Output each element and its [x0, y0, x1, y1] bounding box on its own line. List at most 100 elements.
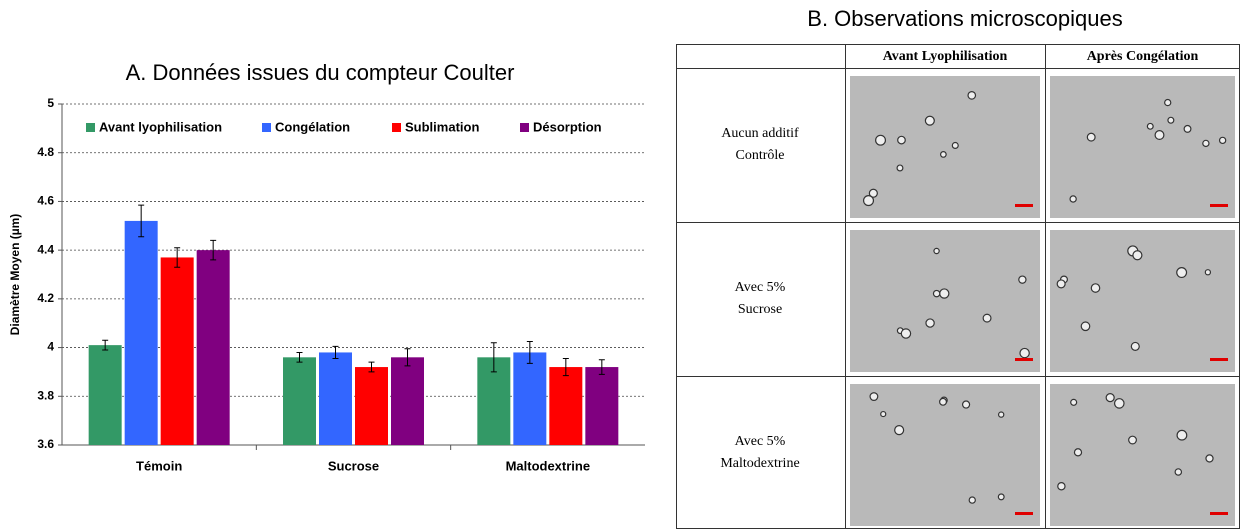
cell — [1081, 322, 1089, 330]
y-tick-label: 4 — [47, 340, 54, 354]
y-tick-label: 4.2 — [37, 291, 54, 305]
cell — [940, 398, 947, 405]
scale-bar — [1210, 512, 1228, 515]
cell — [1131, 342, 1139, 350]
cell — [876, 135, 886, 145]
cell — [925, 116, 934, 125]
cell — [941, 152, 947, 158]
cell — [1203, 140, 1209, 146]
legend-label: Désorption — [533, 119, 602, 134]
chart-title: A. Données issues du compteur Coulter — [126, 60, 515, 85]
y-tick-label: 4.8 — [37, 145, 54, 159]
cell — [897, 165, 903, 171]
bar — [319, 352, 352, 445]
bar — [391, 357, 424, 445]
cell — [1155, 131, 1164, 140]
cell — [1020, 348, 1029, 357]
cell — [1220, 137, 1226, 143]
cell — [870, 393, 878, 401]
cell — [1205, 270, 1210, 275]
cell — [1071, 399, 1077, 405]
scale-bar — [1015, 204, 1033, 207]
cell — [1147, 123, 1153, 129]
scale-bar — [1210, 358, 1228, 361]
row-label: Sucrose — [738, 302, 782, 317]
bar — [89, 345, 122, 445]
cell — [901, 329, 910, 338]
cell — [1165, 100, 1171, 106]
cell — [1184, 126, 1191, 133]
cell — [898, 136, 906, 144]
cell — [969, 497, 975, 503]
micrograph — [850, 230, 1040, 372]
cell — [1206, 455, 1213, 462]
legend-label: Congélation — [275, 119, 350, 134]
micrograph — [850, 384, 1040, 526]
cell — [895, 426, 904, 435]
cell — [926, 319, 934, 327]
micrograph — [850, 76, 1040, 218]
cell — [940, 289, 949, 298]
cell — [1177, 430, 1187, 440]
row-label: Aucun additif — [721, 126, 799, 141]
x-tick-label: Sucrose — [328, 458, 379, 473]
cell — [999, 412, 1004, 417]
cell — [968, 92, 975, 99]
row-label: Maltodextrine — [720, 456, 799, 471]
cell — [881, 412, 886, 417]
y-tick-label: 4.4 — [37, 242, 54, 256]
bar — [549, 367, 582, 445]
table-title: B. Observations microscopiques — [807, 6, 1122, 31]
cell — [1106, 394, 1114, 402]
y-tick-label: 5 — [47, 96, 54, 110]
legend-label: Sublimation — [405, 119, 479, 134]
cell — [1019, 276, 1026, 283]
x-tick-label: Maltodextrine — [506, 458, 591, 473]
legend-swatch — [86, 123, 95, 132]
cell — [1168, 117, 1174, 123]
micrograph — [1050, 230, 1235, 372]
scale-bar — [1015, 512, 1033, 515]
legend-swatch — [262, 123, 271, 132]
cell — [998, 494, 1004, 500]
scale-bar — [1015, 358, 1033, 361]
cell — [934, 248, 939, 253]
figure: A. Données issues du compteur Coulter B.… — [0, 0, 1246, 529]
y-tick-label: 3.6 — [37, 437, 54, 451]
cell — [952, 143, 958, 149]
cell — [1057, 280, 1065, 288]
cell — [1074, 449, 1081, 456]
cell — [983, 314, 991, 322]
scale-bar — [1210, 204, 1228, 207]
bar — [355, 367, 388, 445]
y-axis-label: Diamètre Moyen (µm) — [8, 214, 22, 336]
cell — [1087, 133, 1095, 141]
bar — [283, 357, 316, 445]
cell — [933, 290, 939, 296]
legend-swatch — [520, 123, 529, 132]
cell — [864, 196, 874, 206]
cell — [1091, 284, 1099, 292]
cell — [1058, 483, 1065, 490]
legend-label: Avant lyophilisation — [99, 119, 222, 134]
bar — [197, 250, 230, 445]
micrograph — [1050, 76, 1235, 218]
y-tick-label: 4.6 — [37, 194, 54, 208]
row-label: Avec 5% — [735, 434, 786, 449]
row-label: Contrôle — [736, 148, 785, 163]
column-header: Après Congélation — [1087, 49, 1199, 64]
cell — [1133, 251, 1142, 260]
cell — [1175, 469, 1181, 475]
row-label: Avec 5% — [735, 280, 786, 295]
column-header: Avant Lyophilisation — [883, 49, 1008, 64]
bar — [161, 257, 194, 445]
bar — [513, 352, 546, 445]
cell — [1070, 196, 1076, 202]
cell — [1129, 436, 1137, 444]
y-tick-label: 3.8 — [37, 388, 54, 402]
cell — [1115, 399, 1124, 408]
legend-swatch — [392, 123, 401, 132]
cell — [1177, 268, 1187, 278]
cell — [963, 401, 970, 408]
x-tick-label: Témoin — [136, 458, 182, 473]
